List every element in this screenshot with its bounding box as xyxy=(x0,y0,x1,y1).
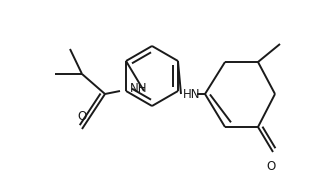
Text: NH: NH xyxy=(130,82,147,95)
Text: HN: HN xyxy=(183,88,201,100)
Text: O: O xyxy=(267,160,276,173)
Text: O: O xyxy=(77,111,87,123)
